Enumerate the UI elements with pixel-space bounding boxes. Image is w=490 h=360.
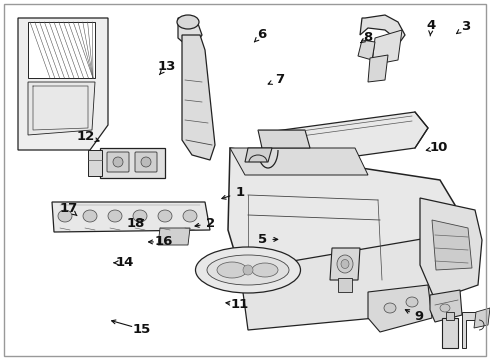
Polygon shape: [100, 148, 165, 178]
Polygon shape: [228, 148, 455, 285]
Ellipse shape: [341, 260, 349, 269]
Text: 5: 5: [258, 233, 267, 246]
Polygon shape: [432, 220, 472, 270]
Circle shape: [243, 265, 253, 275]
Polygon shape: [158, 228, 190, 245]
Polygon shape: [368, 55, 388, 82]
Text: 18: 18: [127, 217, 146, 230]
Polygon shape: [420, 198, 482, 300]
Polygon shape: [368, 285, 432, 332]
FancyBboxPatch shape: [135, 152, 157, 172]
Text: 16: 16: [155, 235, 173, 248]
Text: 17: 17: [59, 202, 78, 215]
Text: 8: 8: [363, 31, 372, 44]
Ellipse shape: [158, 210, 172, 222]
Polygon shape: [52, 202, 210, 232]
Text: 14: 14: [116, 256, 134, 269]
Ellipse shape: [113, 157, 123, 167]
Text: 11: 11: [231, 298, 249, 311]
Ellipse shape: [58, 210, 72, 222]
Polygon shape: [446, 312, 454, 320]
Polygon shape: [178, 18, 202, 45]
Polygon shape: [88, 150, 102, 176]
Ellipse shape: [177, 15, 199, 29]
Ellipse shape: [133, 210, 147, 222]
Polygon shape: [330, 248, 360, 280]
Text: 10: 10: [429, 141, 448, 154]
Text: 7: 7: [275, 73, 284, 86]
Polygon shape: [245, 148, 272, 162]
Polygon shape: [462, 312, 478, 348]
Text: 4: 4: [427, 19, 436, 32]
Ellipse shape: [207, 255, 289, 285]
Ellipse shape: [183, 210, 197, 222]
Ellipse shape: [108, 210, 122, 222]
Text: 9: 9: [415, 310, 423, 323]
Text: 3: 3: [461, 21, 470, 33]
Polygon shape: [230, 148, 368, 175]
Polygon shape: [372, 30, 402, 65]
Polygon shape: [260, 112, 428, 168]
Polygon shape: [358, 40, 375, 60]
Ellipse shape: [406, 297, 418, 307]
Polygon shape: [28, 82, 95, 135]
Polygon shape: [258, 130, 310, 148]
Ellipse shape: [83, 210, 97, 222]
Polygon shape: [182, 35, 215, 160]
Polygon shape: [360, 15, 405, 42]
Polygon shape: [338, 278, 352, 292]
Text: 1: 1: [236, 186, 245, 199]
Text: 15: 15: [133, 323, 151, 336]
Ellipse shape: [141, 157, 151, 167]
Polygon shape: [430, 290, 462, 322]
Ellipse shape: [440, 304, 450, 312]
Ellipse shape: [252, 263, 278, 277]
FancyBboxPatch shape: [107, 152, 129, 172]
Text: 13: 13: [157, 60, 176, 73]
Polygon shape: [442, 318, 458, 348]
Polygon shape: [240, 235, 460, 330]
Polygon shape: [474, 308, 490, 328]
Ellipse shape: [384, 303, 396, 313]
Ellipse shape: [196, 247, 300, 293]
Text: 12: 12: [76, 130, 95, 143]
Text: 2: 2: [206, 217, 215, 230]
Ellipse shape: [217, 262, 247, 278]
Ellipse shape: [337, 255, 353, 273]
Polygon shape: [18, 18, 108, 150]
Text: 6: 6: [258, 28, 267, 41]
Polygon shape: [28, 22, 95, 78]
